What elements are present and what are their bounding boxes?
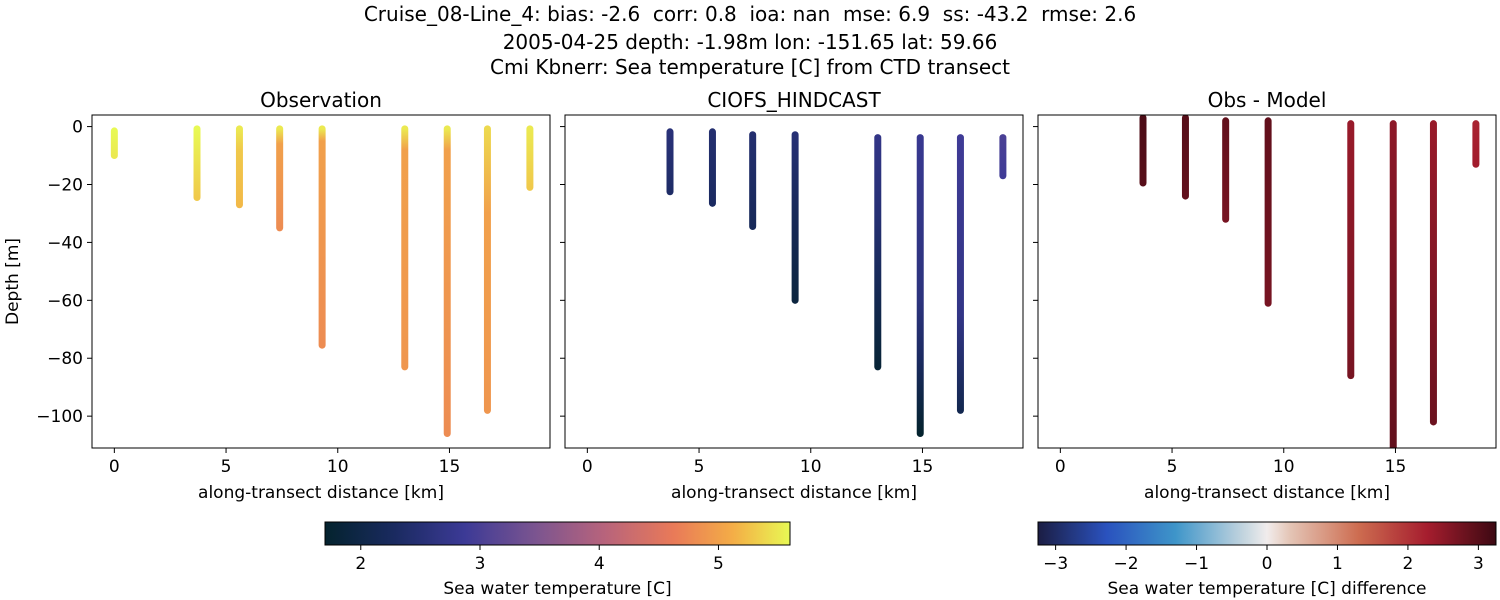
y-tick-label: 0 [72, 118, 83, 138]
colorbar-tick-label: −2 [1114, 554, 1139, 574]
x-tick-label: 0 [109, 457, 120, 477]
x-tick-label: 15 [1385, 457, 1407, 477]
chart-title-line-2: 2005-04-25 depth: -1.98m lon: -151.65 la… [502, 30, 998, 54]
panel-title: Obs - Model [1208, 88, 1327, 112]
x-axis-label: along-transect distance [km] [671, 483, 917, 503]
data-points-group [666, 128, 1007, 438]
x-tick-label: 5 [694, 457, 705, 477]
data-points-group [1139, 115, 1480, 448]
x-tick-label: 5 [221, 457, 232, 477]
colorbar-temp [324, 521, 791, 546]
x-tick-label: 15 [439, 457, 461, 477]
y-axis-label: Depth [m] [3, 238, 23, 325]
colorbar-tick-label: 3 [1473, 554, 1484, 574]
chart-title-line-3: Cmi Kbnerr: Sea temperature [C] from CTD… [490, 55, 1010, 79]
colorbar-diff [1037, 521, 1497, 546]
x-axis-label: along-transect distance [km] [198, 483, 444, 503]
axes-frame [1037, 114, 1497, 449]
colorbar-tick-label: 5 [713, 554, 724, 574]
colorbar-label: Sea water temperature [C] difference [1107, 579, 1426, 599]
colorbar-tick-label: 0 [1262, 554, 1273, 574]
y-tick-label: −20 [47, 175, 83, 195]
data-points-group [110, 125, 534, 438]
axes-frame [91, 114, 551, 449]
colorbar-tick-label: 3 [475, 554, 486, 574]
colorbar-tick-label: 2 [355, 554, 366, 574]
x-tick-label: 10 [800, 457, 822, 477]
colorbar-tick-label: −3 [1043, 554, 1068, 574]
y-tick-label: −40 [47, 233, 83, 253]
y-tick-label: −100 [36, 407, 83, 427]
panel-title: CIOFS_HINDCAST [707, 88, 881, 112]
chart-title-line-1: Cruise_08-Line_4: bias: -2.6 corr: 0.8 i… [363, 2, 1137, 26]
x-tick-label: 0 [1055, 457, 1066, 477]
x-tick-label: 10 [327, 457, 349, 477]
colorbar-label: Sea water temperature [C] [443, 579, 671, 599]
x-tick-label: 5 [1167, 457, 1178, 477]
x-axis-label: along-transect distance [km] [1144, 483, 1390, 503]
x-tick-label: 15 [912, 457, 934, 477]
colorbar-tick-label: 2 [1403, 554, 1414, 574]
y-tick-label: −60 [47, 291, 83, 311]
colorbar-tick-label: −1 [1184, 554, 1209, 574]
colorbar-tick-label: 4 [594, 554, 605, 574]
x-tick-label: 10 [1273, 457, 1295, 477]
axes-frame [564, 114, 1024, 449]
x-tick-label: 0 [582, 457, 593, 477]
panel-title: Observation [260, 88, 382, 112]
colorbar-tick-label: 1 [1332, 554, 1343, 574]
y-tick-label: −80 [47, 349, 83, 369]
